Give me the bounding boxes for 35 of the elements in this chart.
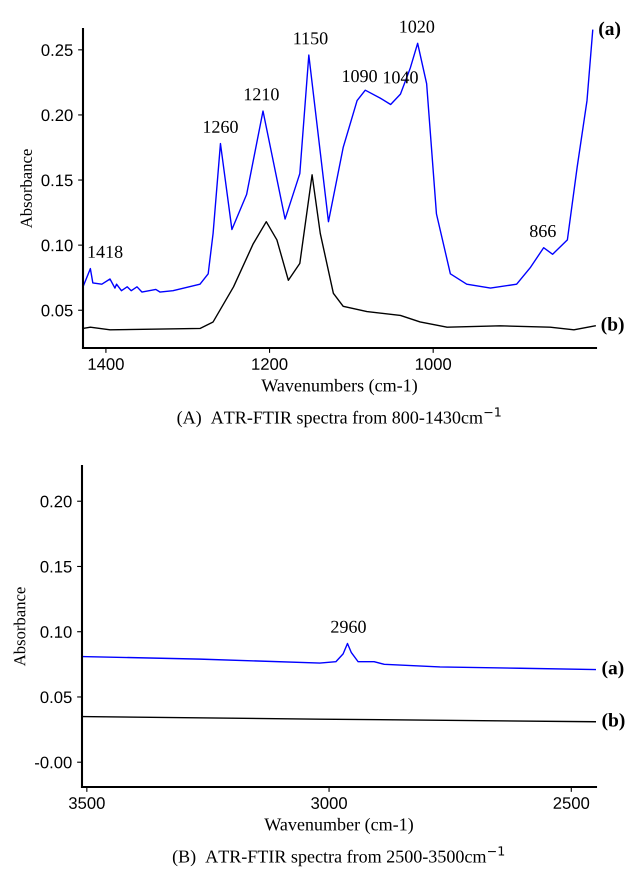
y-axis-title: Absorbance bbox=[20, 149, 32, 228]
y-tick-label: 0.05 bbox=[40, 691, 72, 704]
x-tick-label: 1000 bbox=[416, 358, 452, 370]
x-axis-title: Wavenumber (cm-1) bbox=[264, 818, 413, 834]
y-axis-title: Absorbance bbox=[14, 587, 26, 666]
x-tick-label: 1200 bbox=[252, 358, 288, 370]
text: (A) ATR-FTIR spectra from 800-1430cm$^{−1}$ bbox=[177, 407, 501, 428]
y-tick-label: 0.10 bbox=[41, 240, 73, 252]
y-tick-label: 0.20 bbox=[41, 109, 73, 122]
y-tick-label: 0.05 bbox=[41, 304, 73, 316]
x-tick-label: 3500 bbox=[68, 797, 105, 809]
annotation: 1150 bbox=[294, 32, 328, 44]
y-tick-label: -0.00 bbox=[35, 756, 72, 768]
annotation: 1020 bbox=[400, 20, 434, 33]
y-tick-label: 0.25 bbox=[41, 44, 73, 56]
annotation: 1260 bbox=[204, 120, 238, 133]
series-label: (b) bbox=[602, 712, 624, 731]
y-tick-label: 0.20 bbox=[40, 496, 72, 508]
text: (B) ATR-FTIR spectra from 2500-3500cm$^{−1}$ bbox=[172, 846, 504, 866]
x-tick-label: 1400 bbox=[88, 358, 124, 370]
x-axis-title: Wavenumbers (cm-1) bbox=[261, 378, 417, 396]
series-label: (a) bbox=[602, 660, 624, 678]
annotation: 1090 bbox=[343, 70, 377, 82]
line-series bbox=[82, 642, 596, 670]
series-label: (b) bbox=[602, 317, 624, 335]
y-tick-label: 0.10 bbox=[40, 626, 72, 638]
annotation: 866 bbox=[530, 224, 556, 238]
annotation: 1210 bbox=[244, 88, 279, 100]
x-tick-label: 3000 bbox=[311, 797, 347, 809]
y-tick-label: 0.15 bbox=[41, 174, 73, 186]
annotation: 1418 bbox=[88, 246, 122, 258]
x-tick-label: 2500 bbox=[554, 797, 590, 809]
y-tick-label: 0.15 bbox=[40, 560, 72, 573]
series-label: (a) bbox=[599, 21, 620, 40]
annotation: 2960 bbox=[331, 620, 366, 633]
